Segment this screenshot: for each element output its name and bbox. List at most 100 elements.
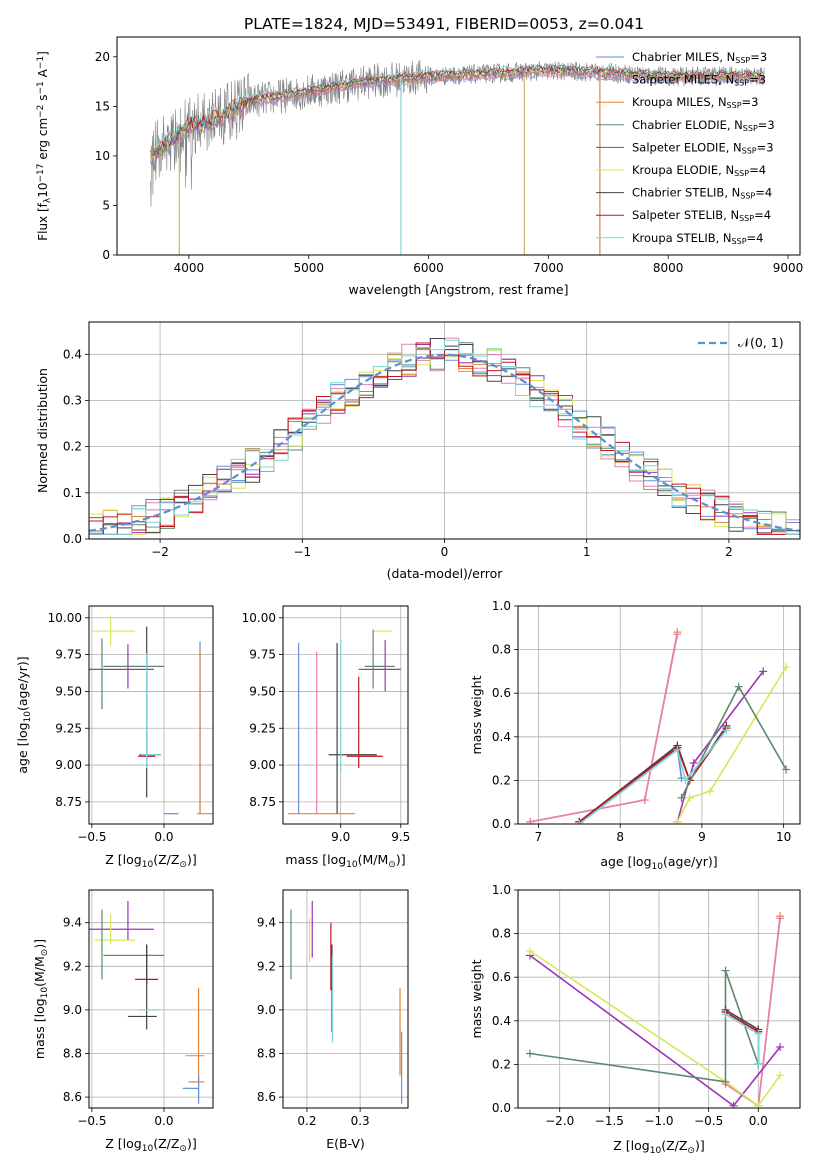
legend-entry: Chabrier ELODIE, NSSP=3 <box>632 118 775 133</box>
y-tick-label: 9.00 <box>249 758 276 772</box>
y-tick-label: 9.4 <box>257 916 276 930</box>
label-part: Z [log <box>105 852 141 867</box>
y-tick-label: 0.0 <box>492 817 511 831</box>
legend-nssp: =3 <box>749 73 766 87</box>
legend-nssp: =3 <box>757 140 774 154</box>
x-tick-label: 2 <box>725 545 733 559</box>
y-tick-label: 1.0 <box>492 883 511 897</box>
legend-entry: Salpeter MILES, NSSP=3 <box>632 73 766 88</box>
x-axis-label: mass [log10(M/M⊙)] <box>285 852 405 870</box>
legend-model-name: Kroupa MILES, N <box>632 95 727 109</box>
x-tick-label: 9.0 <box>331 830 350 844</box>
gaussian-curve <box>89 353 800 532</box>
y-tick-label: 1.0 <box>492 599 511 613</box>
y-tick-label: 0 <box>102 248 110 262</box>
x-tick-label: 1 <box>583 545 591 559</box>
legend-entry: Salpeter ELODIE, NSSP=3 <box>632 140 774 155</box>
legend-entry: Kroupa STELIB, NSSP=4 <box>632 231 763 246</box>
chart-mass-vs-ebv: 0.2 0.3 8.6 8.8 9.0 9.2 9.4 E(B-V) <box>257 889 409 1151</box>
legend-nssp: =4 <box>747 231 764 245</box>
x-tick-label: −2 <box>151 545 169 559</box>
weight-line <box>530 634 679 823</box>
plot-area <box>89 616 213 815</box>
residual-histogram <box>89 339 800 535</box>
weight-line <box>529 970 760 1083</box>
label-part: (M/M <box>358 852 389 867</box>
axes-frame <box>282 889 409 1109</box>
label-part: mass [log <box>32 998 47 1059</box>
label-part: (Z/Z <box>153 852 179 867</box>
weight-line <box>676 666 787 823</box>
legend-nssp: =3 <box>750 50 767 64</box>
x-tick-label: −1 <box>293 545 311 559</box>
x-tick-label: 7000 <box>533 261 564 275</box>
y-tick-label: 9.4 <box>63 916 82 930</box>
chart-weight-vs-z: −2.0 −1.5 −1.0 −0.5 0.0 0.0 0.2 0.4 0.6 0.8 1.0 Z [… <box>469 883 801 1156</box>
x-tick-label: 9.5 <box>391 830 410 844</box>
legend-subscript: SSP <box>734 79 749 88</box>
x-tick-label: 7 <box>535 830 543 844</box>
y-tick-label: 9.2 <box>63 959 82 973</box>
y-tick-label: 8.75 <box>249 795 276 809</box>
y-tick-label: 0.8 <box>492 643 511 657</box>
x-tick-label: 5000 <box>293 261 324 275</box>
y-tick-label: 0.2 <box>492 773 511 787</box>
legend-nssp: =4 <box>749 163 766 177</box>
y-tick-label: 0.6 <box>492 970 511 984</box>
y-axis-label: Flux [fλ10−17 erg cm−2 s−1 A−1] <box>36 51 53 241</box>
label-part: ⊙ <box>179 1144 187 1154</box>
y-tick-label: 9.50 <box>249 684 276 698</box>
x-tick-label: −2.0 <box>545 1114 574 1128</box>
legend-entry: Chabrier STELIB, NSSP=4 <box>632 186 772 201</box>
label-part: age [log <box>600 854 651 869</box>
weight-line <box>725 918 781 1108</box>
y-tick-label: 10.00 <box>48 611 82 625</box>
legend-model-name: Salpeter STELIB, N <box>632 208 739 222</box>
label-part: 10 <box>40 987 50 999</box>
y-tick-label: 8.6 <box>257 1090 276 1104</box>
legend-subscript: SSP <box>743 124 758 133</box>
x-tick-label: 9 <box>698 830 706 844</box>
legend-subscript: SSP <box>739 215 754 224</box>
x-tick-label: 0.2 <box>297 1114 316 1128</box>
label-part: 10 <box>142 1144 154 1154</box>
legend-subscript: SSP <box>740 192 755 201</box>
legend-subscript: SSP <box>734 169 749 178</box>
legend-entry: Kroupa MILES, NSSP=3 <box>632 95 758 110</box>
y-tick-label: 9.75 <box>249 648 276 662</box>
legend-model-name: Chabrier MILES, N <box>632 50 735 64</box>
y-tick-label: 0.4 <box>492 730 511 744</box>
x-tick-label: 0.0 <box>154 1114 173 1128</box>
label-part: ] <box>36 51 50 56</box>
plot-area <box>525 912 785 1108</box>
x-axis-label: wavelength [Angstrom, rest frame] <box>348 282 568 297</box>
label-part: −17 <box>36 164 46 183</box>
label-part: age [log <box>15 722 30 773</box>
figure-title: PLATE=1824, MJD=53491, FIBERID=0053, z=0… <box>244 15 644 33</box>
y-tick-label: 0.6 <box>492 686 511 700</box>
legend-subscript: SSP <box>742 147 757 156</box>
x-tick-label: −1.0 <box>644 1114 673 1128</box>
weight-line <box>529 954 781 1107</box>
label-part: −1 <box>36 56 46 69</box>
y-tick-label: 0.4 <box>63 347 82 361</box>
y-tick-label: 8.8 <box>257 1047 276 1061</box>
label-part: 10 <box>346 860 358 870</box>
legend-model-name: Salpeter MILES, N <box>632 73 734 87</box>
label-part: s <box>36 95 50 105</box>
x-tick-label: −1.5 <box>595 1114 624 1128</box>
legend-entry: 𝒩(0, 1) <box>738 335 784 350</box>
weight-line <box>530 632 679 823</box>
x-axis-label: Z [log10(Z/Z⊙)] <box>105 1136 196 1154</box>
y-tick-label: 9.25 <box>249 721 276 735</box>
y-tick-label: 9.50 <box>55 684 82 698</box>
y-tick-label: 0.8 <box>492 927 511 941</box>
label-part: Z [log <box>105 1136 141 1151</box>
plot-area <box>150 59 765 255</box>
label-part: )] <box>695 1138 705 1153</box>
y-tick-label: 0.0 <box>492 1101 511 1115</box>
y-tick-label: 0.2 <box>492 1057 511 1071</box>
label-part: )] <box>32 939 47 949</box>
